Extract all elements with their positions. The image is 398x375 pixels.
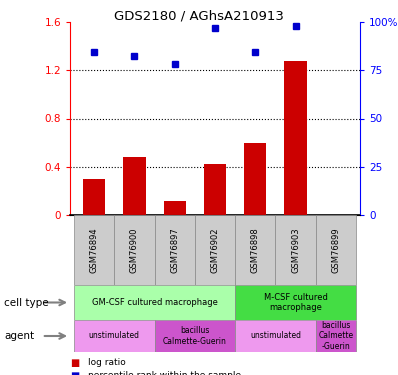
Bar xyxy=(195,215,235,285)
Text: GSM76894: GSM76894 xyxy=(90,227,99,273)
Text: M-CSF cultured
macrophage: M-CSF cultured macrophage xyxy=(263,293,328,312)
Text: agent: agent xyxy=(4,331,34,341)
Text: bacillus
Calmette-Guerin: bacillus Calmette-Guerin xyxy=(163,326,227,346)
Text: GSM76902: GSM76902 xyxy=(211,227,220,273)
Text: GSM76900: GSM76900 xyxy=(130,227,139,273)
Text: ■: ■ xyxy=(70,358,79,368)
Text: bacillus
Calmette
-Guerin: bacillus Calmette -Guerin xyxy=(318,321,353,351)
Text: unstimulated: unstimulated xyxy=(250,332,301,340)
Text: GSM76899: GSM76899 xyxy=(331,227,340,273)
Text: GSM76898: GSM76898 xyxy=(251,227,260,273)
Bar xyxy=(235,285,356,320)
Bar xyxy=(74,285,235,320)
Bar xyxy=(235,320,316,352)
Text: GM-CSF cultured macrophage: GM-CSF cultured macrophage xyxy=(92,298,218,307)
Bar xyxy=(74,320,154,352)
Bar xyxy=(316,320,356,352)
Text: ■: ■ xyxy=(70,371,79,375)
Text: percentile rank within the sample: percentile rank within the sample xyxy=(88,371,241,375)
Bar xyxy=(74,215,114,285)
Bar xyxy=(316,215,356,285)
Text: unstimulated: unstimulated xyxy=(89,332,140,340)
Bar xyxy=(123,157,146,215)
Text: log ratio: log ratio xyxy=(88,358,126,367)
Text: GSM76903: GSM76903 xyxy=(291,227,300,273)
Bar xyxy=(164,201,186,215)
Text: GSM76897: GSM76897 xyxy=(170,227,179,273)
Bar xyxy=(83,179,105,215)
Bar xyxy=(204,164,226,215)
Bar xyxy=(244,142,266,215)
Text: cell type: cell type xyxy=(4,297,49,307)
Bar xyxy=(114,215,154,285)
Bar xyxy=(285,61,306,215)
Bar xyxy=(154,215,195,285)
Bar xyxy=(275,215,316,285)
Bar xyxy=(154,320,235,352)
Text: GDS2180 / AGhsA210913: GDS2180 / AGhsA210913 xyxy=(114,9,284,22)
Bar xyxy=(235,215,275,285)
